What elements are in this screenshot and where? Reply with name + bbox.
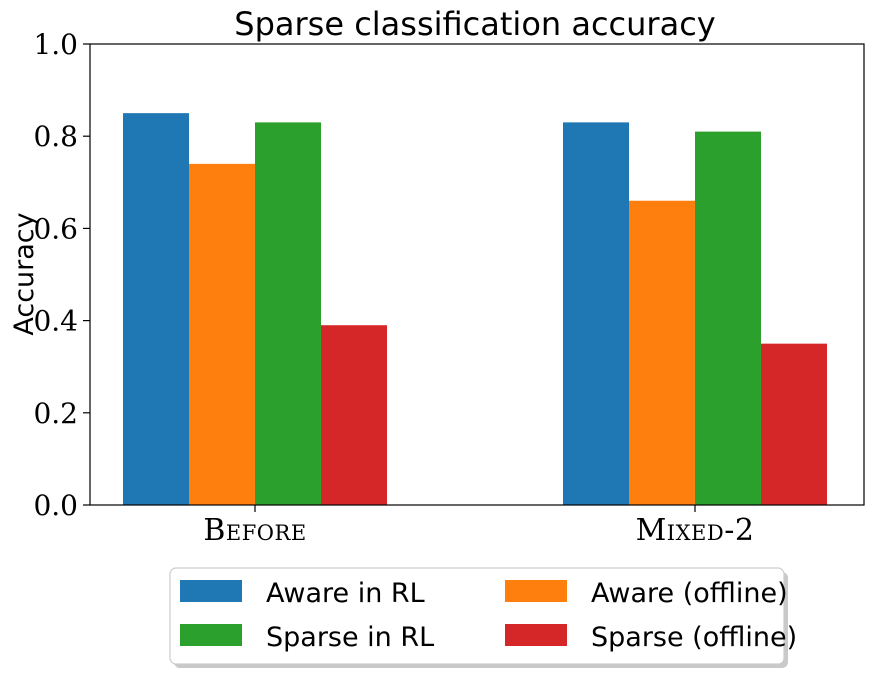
- legend-label: Sparse in RL: [266, 622, 434, 653]
- legend-box: [169, 567, 785, 665]
- y-tick-label: 0.8: [33, 120, 78, 153]
- legend-swatch: [505, 580, 567, 602]
- x-tick-label: Before: [203, 513, 306, 548]
- bar-aware-in-rl-before: [123, 113, 189, 506]
- bar-sparse-in-rl-mixed-2: [695, 131, 761, 505]
- plot-frame: [89, 43, 865, 506]
- x-tick-label: Mixed-2: [636, 513, 755, 548]
- legend-label: Aware in RL: [266, 578, 425, 609]
- bar-aware-offline-mixed-2: [629, 200, 695, 506]
- bars-group: [123, 113, 827, 506]
- legend-label: Aware (offline): [591, 578, 788, 609]
- x-axis-ticks: Before Mixed-2: [203, 505, 754, 548]
- y-tick-label: 0.4: [33, 305, 78, 338]
- legend-items: Aware in RL Sparse in RL Aware (offline) Sp…: [180, 578, 797, 653]
- y-axis-label: Accuracy: [9, 212, 40, 335]
- y-tick-label: 0.0: [33, 489, 78, 522]
- y-tick-label: 0.6: [33, 212, 78, 245]
- y-axis-ticks: 0.0 0.2 0.4 0.6 0.8 1.0: [33, 28, 90, 522]
- bar-aware-offline-before: [189, 163, 255, 506]
- bar-sparse-offline-before: [321, 325, 387, 505]
- bar-aware-in-rl-mixed-2: [563, 122, 629, 506]
- legend: Aware in RL Sparse in RL Aware (offline) Sp…: [169, 567, 797, 668]
- legend-label: Sparse (offline): [591, 622, 797, 653]
- legend-swatch: [505, 624, 567, 646]
- chart-title: Sparse classification accuracy: [234, 5, 715, 43]
- legend-swatch: [180, 580, 242, 602]
- bar-sparse-in-rl-before: [255, 122, 321, 506]
- legend-swatch: [180, 624, 242, 646]
- y-tick-label: 1.0: [33, 28, 78, 61]
- y-tick-label: 0.2: [33, 397, 78, 430]
- bar-sparse-offline-mixed-2: [761, 343, 827, 505]
